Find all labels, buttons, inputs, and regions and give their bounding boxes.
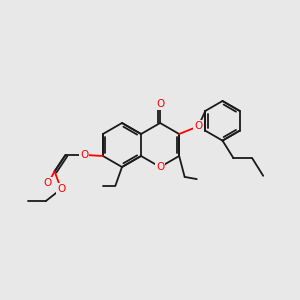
Text: O: O — [156, 99, 164, 109]
Text: O: O — [194, 121, 202, 131]
Text: O: O — [44, 178, 52, 188]
Text: O: O — [57, 184, 65, 194]
Text: O: O — [80, 150, 88, 160]
Text: O: O — [156, 162, 164, 172]
